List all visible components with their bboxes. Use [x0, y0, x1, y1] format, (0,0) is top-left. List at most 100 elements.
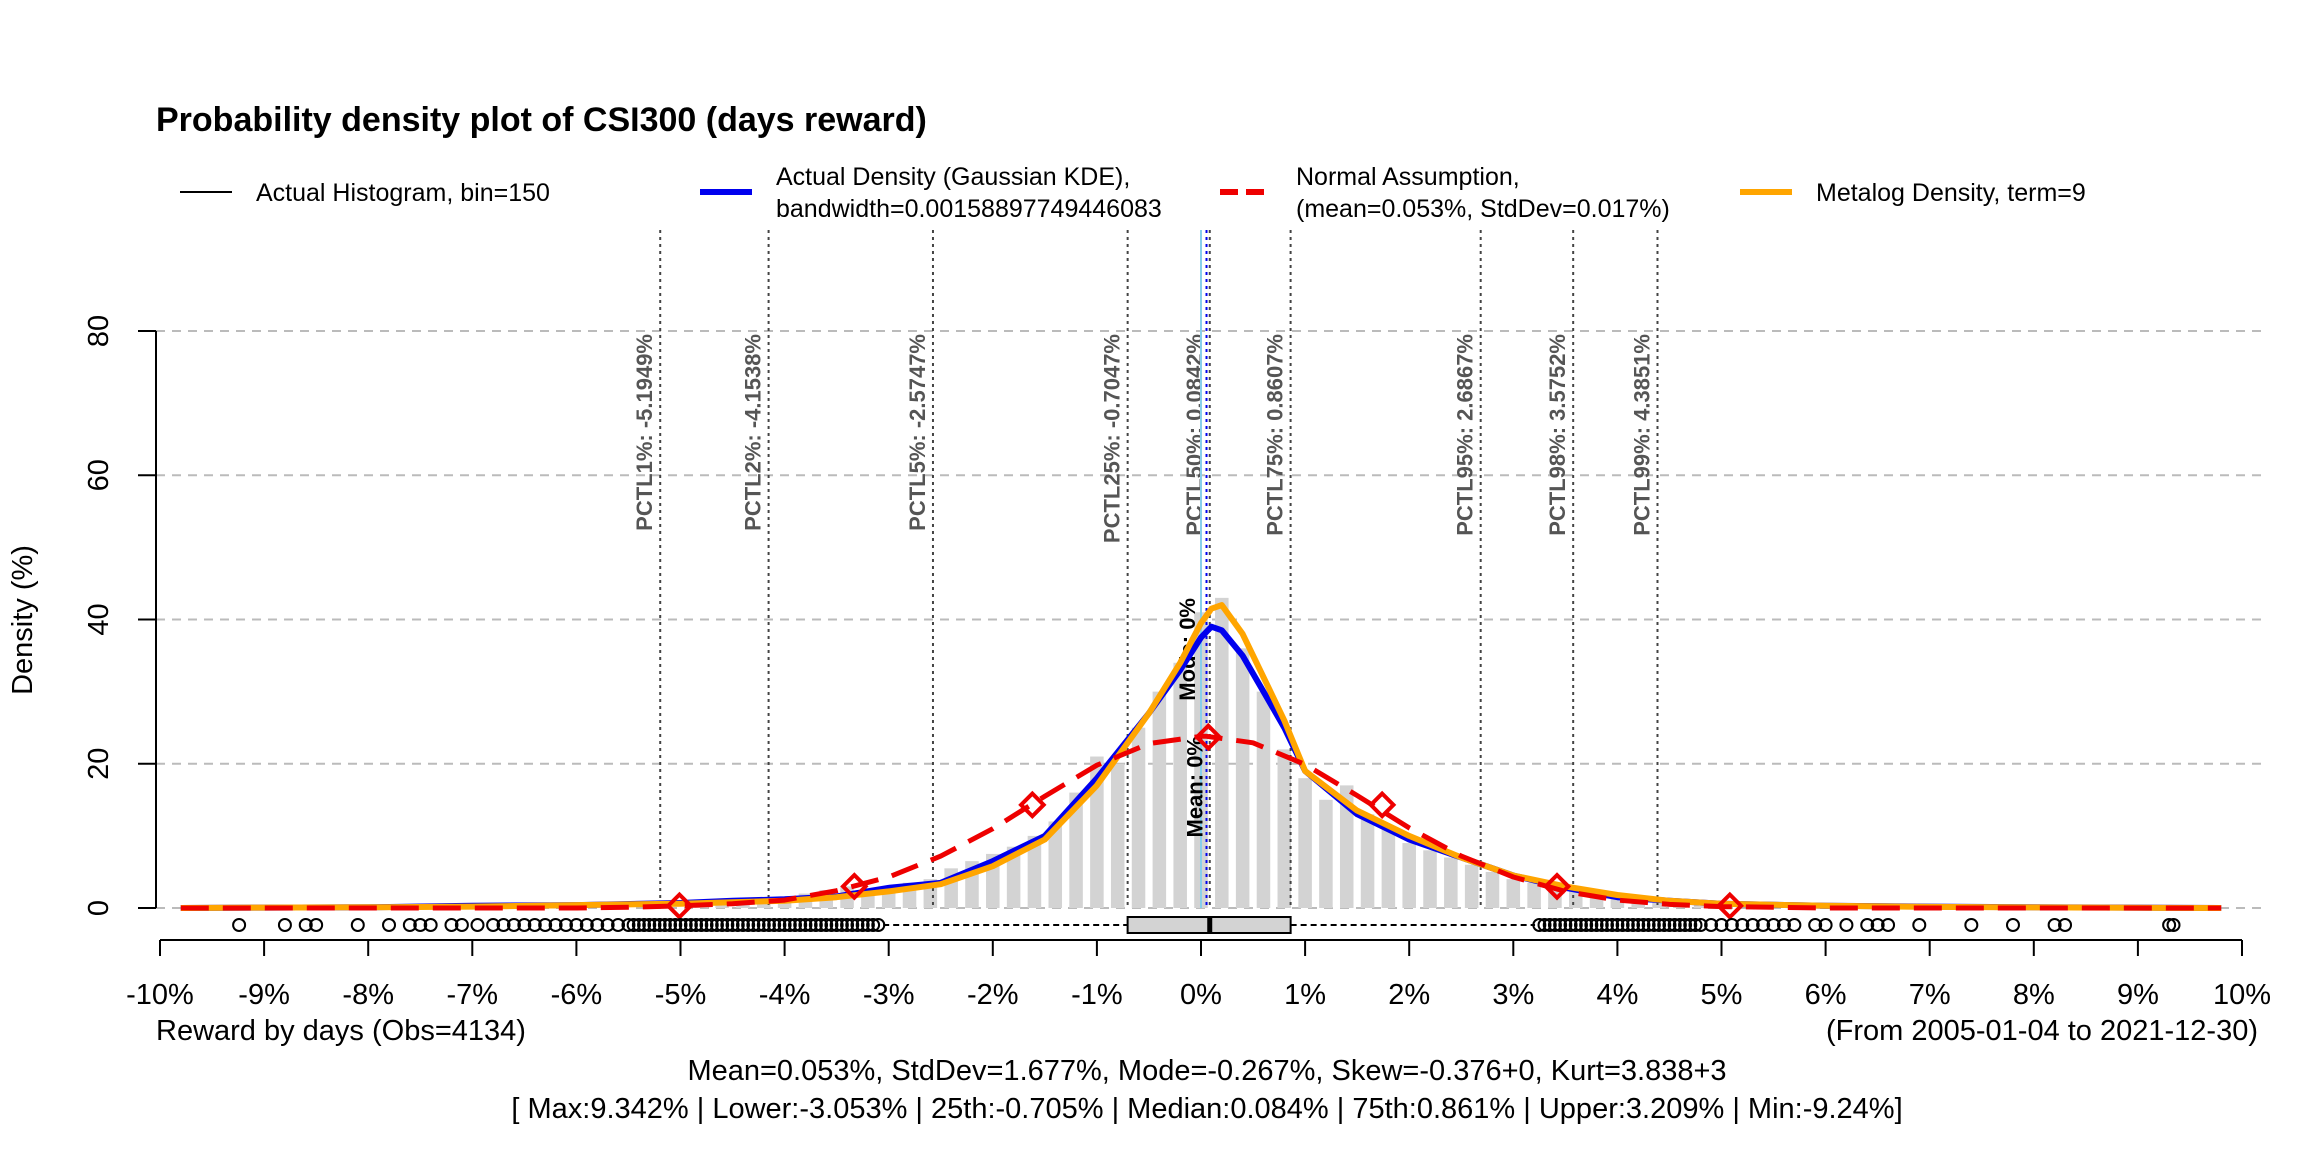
histogram-bar [1360, 814, 1375, 908]
boxplot-outlier [1568, 918, 1583, 932]
boxplot-outlier [1584, 918, 1599, 932]
boxplot-outlier [866, 918, 881, 932]
y-axis-title: Density (%) [7, 545, 39, 695]
boxplot-outlier [1672, 918, 1687, 932]
legend: Actual Histogram, bin=150 Actual Density … [180, 163, 2086, 223]
boxplot-outlier [1678, 918, 1693, 932]
boxplot-outlier [1704, 918, 1719, 932]
x-tick-label: 9% [2117, 979, 2159, 1011]
percentile-label: PCTL25%: -0.7047% [1100, 334, 1125, 543]
legend-label: Actual Histogram, bin=150 [256, 179, 550, 207]
boxplot-outlier [2047, 918, 2062, 932]
boxplot-outlier [1766, 918, 1781, 932]
boxplot-outlier [1579, 918, 1594, 932]
histogram-bar [1152, 691, 1167, 908]
boxplot-outlier [486, 918, 501, 932]
boxplot-outlier [1881, 918, 1896, 932]
histogram-bar [1298, 778, 1312, 908]
histogram-bar [1027, 835, 1042, 908]
boxplot-outlier [704, 918, 719, 932]
boxplot-outlier [1860, 918, 1875, 932]
x-tick-label: -3% [863, 979, 915, 1011]
boxplot-outlier [788, 918, 803, 932]
boxplot-outlier [1620, 918, 1635, 932]
x-tick-label: -6% [551, 979, 603, 1011]
boxplot-outlier [829, 918, 844, 932]
normal-marker [1194, 722, 1223, 752]
boxplot-outlier [579, 918, 594, 932]
x-tick-label: -8% [342, 979, 394, 1011]
summary-line-1: Mean=0.053%, StdDev=1.677%, Mode=-0.267%… [687, 1055, 1726, 1087]
boxplot-outlier [1724, 918, 1739, 932]
x-tick-label: 4% [1596, 979, 1638, 1011]
x-tick-label: 2% [1388, 979, 1430, 1011]
boxplot-outlier [1839, 918, 1854, 932]
boxplot-outlier [699, 918, 714, 932]
x-tick-label: -1% [1071, 979, 1123, 1011]
boxplot-outlier [350, 918, 365, 932]
boxplot-outlier [840, 918, 855, 932]
boxplot-outlier [1662, 918, 1677, 932]
histogram-bar [1131, 727, 1146, 908]
percentile-lines: PCTL1%: -5.1949% PCTL2%: -4.1538% PCTL5%: … [632, 230, 1659, 908]
boxplot-outlier [756, 918, 771, 932]
boxplot-outlier [1667, 918, 1682, 932]
percentile-label: PCTL75%: 0.8607% [1263, 334, 1288, 536]
histogram-bar [1464, 864, 1479, 908]
percentile-label: PCTL50%: 0.0842% [1182, 334, 1207, 536]
boxplot-outlier [709, 918, 724, 932]
normal-marker [1715, 891, 1744, 920]
boxplot-outlier [803, 918, 818, 932]
axes: -10% -9% -8% -7% -6% -5% -4% -3% -2% -1% 0% 1% 2% 3% 4… [83, 315, 2271, 1011]
x-tick-label: -2% [967, 979, 1019, 1011]
boxplot-outlier [2166, 918, 2181, 932]
boxplot-outlier [527, 918, 542, 932]
boxplot-outlier [730, 918, 745, 932]
boxplot-outlier [1547, 918, 1562, 932]
boxplot-outlier [470, 918, 485, 932]
boxplot-outlier [683, 918, 698, 932]
boxplot-outlier [298, 918, 313, 932]
boxplot-outlier [808, 918, 823, 932]
boxplot-outlier [657, 918, 672, 932]
x-tick-label: -10% [126, 979, 194, 1011]
legend-label: Normal Assumption, [1296, 163, 1520, 191]
boxplot-outlier [548, 918, 563, 932]
histogram-bar [1048, 821, 1063, 908]
boxplot-outlier [642, 918, 657, 932]
x-tick-label: 10% [2213, 979, 2271, 1011]
boxplot-outlier [309, 918, 324, 932]
boxplot-outlier [232, 918, 247, 932]
boxplot-outlier [413, 918, 428, 932]
normal-marker [1367, 790, 1397, 820]
boxplot-outlier [558, 918, 573, 932]
boxplot-outlier [735, 918, 750, 932]
x-tick-label: 1% [1284, 979, 1326, 1011]
histogram-bar [1610, 897, 1625, 908]
boxplot-outlier [1641, 918, 1656, 932]
boxplot-outlier [538, 918, 553, 932]
boxplot-outlier [1688, 918, 1703, 932]
boxplot-outlier [600, 918, 615, 932]
x-tick-label: 0% [1180, 979, 1222, 1011]
boxplot-outlier [444, 918, 459, 932]
boxplot-outlier [824, 918, 839, 932]
boxplot-outlier [1594, 918, 1609, 932]
x-tick-label: 5% [1701, 979, 1743, 1011]
histogram-bar [1090, 756, 1104, 908]
y-tick-label: 20 [83, 748, 115, 780]
boxplot-outlier [1537, 918, 1552, 932]
x-tick-label: -4% [759, 979, 811, 1011]
normal-marker [665, 891, 694, 920]
boxplot-outlier [689, 918, 704, 932]
x-tick-label: 7% [1909, 979, 1951, 1011]
boxplot-outlier [1652, 918, 1667, 932]
boxplot-outlier [761, 918, 776, 932]
boxplot-outlier [819, 918, 834, 932]
boxplot-outlier [423, 918, 438, 932]
histogram-bar [1527, 882, 1541, 908]
histogram-bar [1110, 763, 1125, 908]
boxplot-outlier [1542, 918, 1557, 932]
histogram-bar [1339, 785, 1354, 908]
boxplot-outlier [2058, 918, 2073, 932]
